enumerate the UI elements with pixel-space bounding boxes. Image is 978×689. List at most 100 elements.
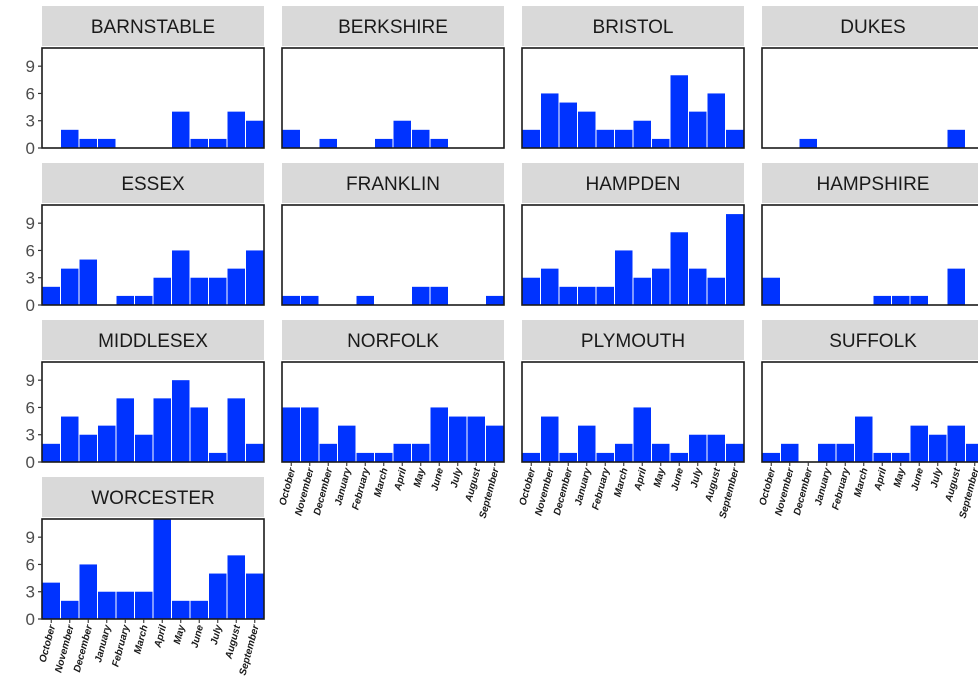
bar-plymouth-june [670, 452, 688, 462]
bar-dukes-december [799, 138, 817, 148]
bar-plymouth-april [633, 407, 651, 462]
x-tick-label-june: June [429, 467, 446, 493]
bar-worcester-january [98, 591, 116, 619]
bar-berkshire-march [375, 138, 393, 148]
facet-title-essex: ESSEX [121, 174, 185, 195]
panel-border-worcester [41, 518, 265, 620]
x-tick-label-july: July [449, 467, 465, 490]
bar-barnstable-july [209, 138, 227, 148]
x-tick-label-july: July [929, 467, 945, 490]
bar-worcester-october [42, 582, 60, 619]
bar-barnstable-september [246, 120, 264, 148]
bar-hampden-march [615, 250, 633, 305]
x-tick-label-august: August [223, 623, 243, 661]
bar-middlesex-march [135, 434, 153, 462]
facet-strip-plymouth [522, 320, 744, 360]
bar-norfolk-october [282, 407, 300, 462]
bar-norfolk-june [430, 407, 448, 462]
x-tick-label-june: June [669, 467, 686, 493]
bar-worcester-may [172, 600, 190, 619]
bar-dukes-august [947, 129, 965, 148]
bar-suffolk-october [762, 452, 780, 462]
facet-title-worcester: WORCESTER [91, 488, 215, 509]
facet-strip-barnstable [42, 6, 264, 46]
bar-norfolk-december [319, 443, 337, 462]
bar-worcester-november [61, 600, 79, 619]
panel-border-suffolk [761, 361, 978, 463]
bar-essex-march [135, 295, 153, 305]
bar-middlesex-july [209, 452, 227, 462]
bar-plymouth-august [707, 434, 725, 462]
bar-hampden-december [559, 286, 577, 305]
x-tick-label-february: February [830, 467, 852, 512]
bar-plymouth-january [578, 425, 596, 462]
x-tick-label-february: February [350, 467, 372, 512]
bar-hampden-november [541, 268, 559, 305]
x-tick-label-june: June [189, 624, 206, 650]
bar-norfolk-may [412, 443, 430, 462]
x-tick-label-october: October [38, 623, 59, 664]
bar-franklin-february [356, 295, 374, 305]
bar-suffolk-july [929, 434, 947, 462]
facet-strip-worcester [42, 477, 264, 517]
bar-worcester-june [190, 600, 208, 619]
bar-essex-november [61, 268, 79, 305]
bar-hampden-october [522, 277, 540, 305]
bar-essex-may [172, 250, 190, 305]
y-tick-label: 0 [26, 139, 35, 158]
bar-hampshire-june [910, 295, 928, 305]
x-tick-label-january: January [93, 624, 114, 664]
facet-strip-essex [42, 163, 264, 203]
bar-suffolk-may [892, 452, 910, 462]
facet-title-bristol: BRISTOL [593, 17, 674, 38]
bar-norfolk-july [449, 416, 467, 462]
x-tick-label-august: August [943, 466, 963, 504]
x-tick-label-april: April [152, 624, 169, 650]
x-tick-label-february: February [590, 467, 612, 512]
bar-franklin-june [430, 286, 448, 305]
bar-hampden-july [689, 268, 707, 305]
bar-berkshire-october [282, 129, 300, 148]
x-tick-label-october: October [758, 466, 779, 507]
x-tick-label-march: March [852, 467, 870, 498]
x-tick-label-february: February [110, 624, 132, 669]
x-tick-label-march: March [612, 467, 630, 498]
bar-hampshire-april [873, 295, 891, 305]
y-tick-label: 0 [26, 296, 35, 315]
bar-berkshire-may [412, 129, 430, 148]
bar-franklin-november [301, 295, 319, 305]
facet-title-suffolk: SUFFOLK [829, 331, 917, 352]
bar-norfolk-november [301, 407, 319, 462]
bar-middlesex-february [116, 398, 134, 462]
bar-bristol-october [522, 129, 540, 148]
bar-essex-june [190, 277, 208, 305]
bar-essex-february [116, 295, 134, 305]
bar-norfolk-april [393, 443, 411, 462]
panel-border-bristol [521, 47, 745, 149]
facet-title-hampshire: HAMPSHIRE [817, 174, 930, 195]
bar-hampshire-august [947, 268, 965, 305]
bar-suffolk-september [966, 443, 978, 462]
facet-strip-bristol [522, 6, 744, 46]
facet-strip-dukes [762, 6, 978, 46]
bar-worcester-february [116, 591, 134, 619]
bar-bristol-april [633, 120, 651, 148]
panel-border-plymouth [521, 361, 745, 463]
x-tick-label-april: April [392, 467, 409, 493]
bar-suffolk-march [855, 416, 873, 462]
bar-hampden-june [670, 232, 688, 305]
panel-border-franklin [281, 204, 505, 306]
facet-title-dukes: DUKES [840, 17, 905, 38]
bar-hampden-january [578, 286, 596, 305]
facet-strip-franklin [282, 163, 504, 203]
x-tick-label-october: October [278, 466, 299, 507]
panel-border-hampshire [761, 204, 978, 306]
bar-bristol-september [726, 129, 744, 148]
bar-worcester-september [246, 573, 264, 619]
x-tick-label-may: May [412, 467, 428, 489]
x-tick-label-october: October [518, 466, 539, 507]
bar-hampden-april [633, 277, 651, 305]
bar-suffolk-august [947, 425, 965, 462]
bar-worcester-august [227, 555, 245, 619]
panel-border-norfolk [281, 361, 505, 463]
